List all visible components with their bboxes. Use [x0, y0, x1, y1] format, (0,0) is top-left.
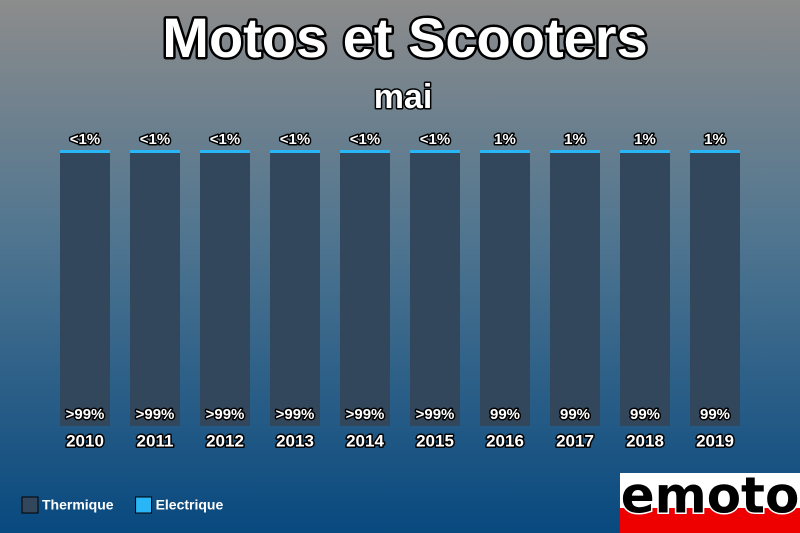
- chart-subtitle: mai: [374, 78, 433, 116]
- x-tick-label: 2016: [486, 431, 524, 450]
- data-label: >99%: [276, 406, 315, 423]
- data-label: >99%: [136, 406, 175, 423]
- data-label: 1%: [564, 131, 586, 148]
- bar-segment: [550, 152, 600, 426]
- bar-segment: [410, 151, 460, 426]
- bar-segment: [480, 150, 530, 153]
- x-tick-label: 2013: [276, 431, 314, 450]
- logo-band: [620, 508, 800, 533]
- x-tick-label: 2014: [346, 431, 384, 450]
- data-label: <1%: [210, 131, 240, 148]
- chart-title: Motos et Scooters: [162, 6, 647, 69]
- data-label: <1%: [70, 131, 100, 148]
- data-label: >99%: [346, 406, 385, 423]
- data-label: <1%: [350, 131, 380, 148]
- data-label: >99%: [66, 406, 105, 423]
- bar-segment: [410, 150, 460, 153]
- data-label: 1%: [704, 131, 726, 148]
- bar-segment: [130, 151, 180, 426]
- x-tick-label: 2017: [556, 431, 594, 450]
- legend-label: Thermique: [42, 497, 114, 513]
- data-label: >99%: [206, 406, 245, 423]
- legend-label: Electrique: [156, 497, 224, 513]
- x-tick-label: 2019: [696, 431, 734, 450]
- bar-segment: [200, 151, 250, 426]
- data-label: 99%: [700, 406, 730, 423]
- bar-segment: [690, 152, 740, 426]
- x-tick-label: 2015: [416, 431, 454, 450]
- bar-segment: [200, 150, 250, 153]
- bar-segment: [340, 151, 390, 426]
- bar-segment: [270, 150, 320, 153]
- x-tick-label: 2011: [137, 431, 174, 450]
- bar-segment: [480, 152, 530, 426]
- bar-segment: [340, 150, 390, 153]
- logo: emoto: [619, 465, 800, 533]
- bar-segment: [690, 150, 740, 153]
- data-label: <1%: [280, 131, 310, 148]
- bar-segment: [130, 150, 180, 153]
- bar-segment: [550, 150, 600, 153]
- data-label: <1%: [420, 131, 450, 148]
- bar-segment: [620, 150, 670, 153]
- data-label: >99%: [416, 406, 455, 423]
- data-label: 99%: [490, 406, 520, 423]
- x-tick-label: 2010: [66, 431, 104, 450]
- bar-segment: [60, 151, 110, 426]
- legend-swatch: [135, 496, 153, 514]
- data-label: 1%: [494, 131, 516, 148]
- x-tick-label: 2012: [206, 431, 244, 450]
- data-label: 99%: [560, 406, 590, 423]
- logo-text: emoto: [621, 467, 800, 525]
- data-label: 1%: [634, 131, 656, 148]
- x-tick-label: 2018: [626, 431, 664, 450]
- legend-swatch: [21, 496, 39, 514]
- bar-segment: [620, 152, 670, 426]
- bar-segment: [270, 151, 320, 426]
- data-label: <1%: [140, 131, 170, 148]
- data-label: 99%: [630, 406, 660, 423]
- bar-segment: [60, 150, 110, 153]
